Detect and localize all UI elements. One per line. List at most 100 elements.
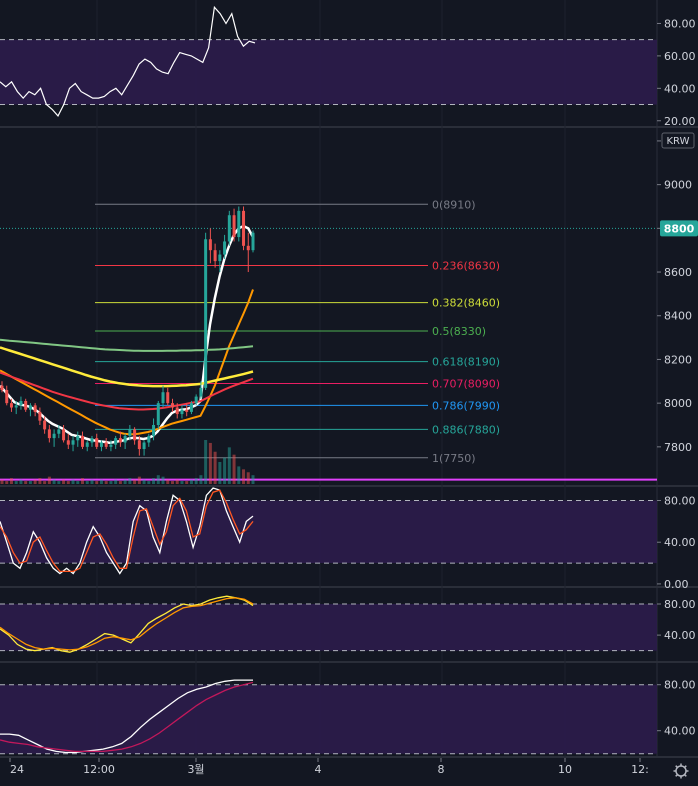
volume-bar	[223, 457, 227, 484]
volume-bar	[14, 481, 18, 484]
candle-body	[180, 409, 184, 415]
volume-bar	[161, 476, 165, 484]
volume-bar	[232, 454, 236, 484]
volume-bar	[85, 481, 89, 484]
volume-bar	[52, 479, 56, 484]
gear-icon-tooth	[675, 765, 678, 768]
volume-bar	[43, 481, 47, 484]
candle-body	[185, 409, 189, 412]
volume-bar	[189, 479, 193, 484]
candle-body	[166, 392, 170, 404]
candle-body	[118, 438, 122, 443]
volume-bar	[137, 476, 141, 484]
volume-bar	[81, 478, 85, 484]
volume-bar	[152, 478, 156, 484]
candle-body	[76, 435, 80, 441]
volume-bar	[227, 447, 231, 484]
candle-body	[57, 429, 61, 434]
candle-body	[170, 403, 174, 408]
x-tick-label: 12:00	[83, 763, 115, 776]
fib-level-label: 0.618(8190)	[432, 356, 500, 369]
moving-average-line	[0, 289, 254, 436]
volume-bar	[166, 479, 170, 484]
candle-body	[33, 405, 37, 412]
candle-body	[251, 232, 255, 251]
volume-bar	[213, 451, 217, 484]
fib-level-label: 0.786(7990)	[432, 399, 500, 412]
candle-body	[142, 442, 146, 450]
candle-body	[28, 405, 32, 410]
current-price-label: 8800	[664, 222, 695, 235]
volume-bar	[109, 481, 113, 484]
candle-body	[246, 245, 250, 251]
fib-level-label: 0.707(8090)	[432, 377, 500, 390]
overbought-oversold-band	[0, 684, 657, 754]
gear-icon-tooth	[684, 774, 687, 777]
moving-average-line	[0, 346, 254, 388]
overbought-oversold-band	[0, 39, 657, 105]
oscillator-line	[0, 681, 254, 753]
stoch-line	[0, 489, 254, 573]
candle-body	[242, 210, 246, 246]
candle-body	[109, 444, 113, 447]
volume-bar	[104, 481, 108, 484]
volume-bar	[242, 469, 246, 484]
fib-level-label: 0.886(7880)	[432, 423, 500, 436]
volume-bar	[71, 479, 75, 484]
candle-body	[161, 392, 165, 404]
x-tick-label: 3월	[187, 763, 204, 776]
candle-body	[99, 442, 103, 447]
volume-bar	[24, 481, 28, 484]
volume-bar	[147, 481, 151, 484]
candle-body	[0, 385, 4, 391]
y-tick-label: 8400	[664, 310, 692, 323]
candle-body	[114, 438, 118, 445]
volume-bar	[128, 478, 132, 484]
x-tick-label: 10	[558, 763, 572, 776]
volume-bar	[76, 481, 80, 484]
candle-body	[47, 429, 51, 439]
candle-body	[156, 403, 160, 425]
y-tick-label: 40.00	[664, 536, 696, 549]
y-tick-label: 80.00	[664, 679, 696, 692]
volume-bar	[237, 466, 241, 484]
volume-bar	[204, 440, 208, 484]
y-tick-label: 80.00	[664, 495, 696, 508]
candle-body	[223, 241, 227, 255]
volume-bar	[170, 481, 174, 484]
volume-bar	[95, 481, 99, 484]
gear-icon-tooth	[675, 774, 678, 777]
y-tick-label: 40.00	[664, 629, 696, 642]
candle-body	[175, 407, 179, 415]
y-tick-label: 40.00	[664, 82, 696, 95]
overbought-oversold-band	[0, 604, 657, 651]
volume-bar	[19, 479, 23, 484]
currency-badge[interactable]	[661, 132, 695, 149]
candle-body	[227, 215, 231, 242]
volume-bar	[5, 481, 9, 484]
candle-body	[137, 440, 141, 450]
candle-body	[5, 390, 9, 404]
volume-bar	[0, 479, 4, 484]
volume-bar	[180, 481, 184, 484]
gear-icon[interactable]	[673, 763, 689, 779]
volume-bar	[156, 475, 160, 484]
candle-body	[133, 429, 137, 441]
candle-body	[199, 387, 203, 397]
volume-bar	[133, 479, 137, 484]
oscillator-line	[0, 597, 254, 651]
candle-body	[62, 429, 66, 441]
candle-body	[232, 215, 236, 238]
candle-body	[104, 442, 108, 447]
volume-bar	[246, 472, 250, 484]
y-tick-label: 8600	[664, 266, 692, 279]
y-tick-label: 7800	[664, 441, 692, 454]
currency-label: KRW	[667, 136, 690, 147]
time-axis[interactable]	[0, 758, 698, 786]
y-tick-label: 80.00	[664, 598, 696, 611]
volume-bar	[142, 479, 146, 484]
fib-level-label: 0.236(8630)	[432, 259, 500, 272]
y-tick-label: 20.00	[664, 115, 696, 128]
candle-body	[9, 403, 13, 408]
